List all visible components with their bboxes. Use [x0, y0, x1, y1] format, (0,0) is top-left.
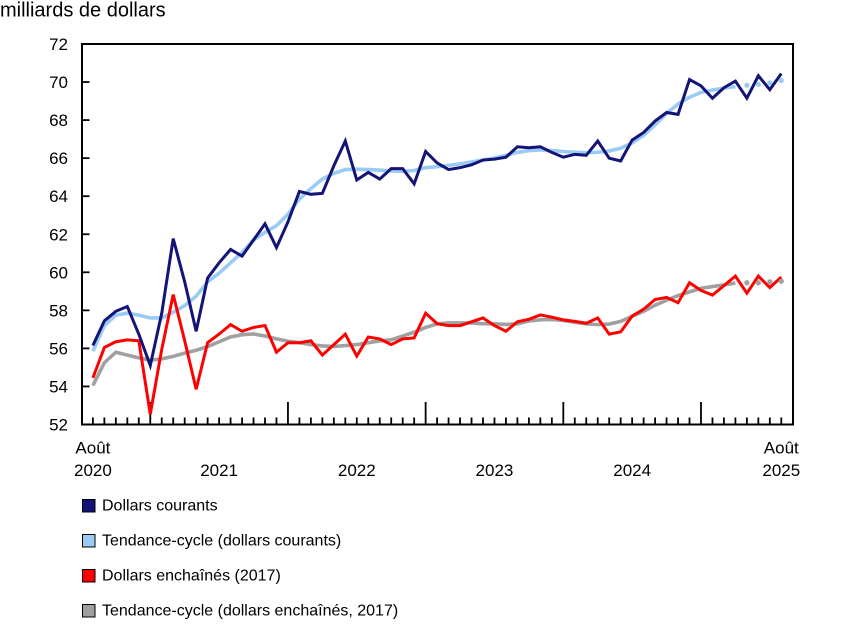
svg-text:Août: Août	[75, 439, 110, 458]
svg-text:72: 72	[49, 35, 68, 54]
svg-text:2025: 2025	[762, 461, 800, 480]
svg-text:2023: 2023	[476, 461, 514, 480]
svg-text:2022: 2022	[338, 461, 376, 480]
svg-text:Dollars enchaînés (2017): Dollars enchaînés (2017)	[102, 568, 281, 585]
svg-text:68: 68	[49, 111, 68, 130]
svg-text:52: 52	[49, 416, 68, 435]
svg-text:54: 54	[49, 377, 68, 396]
svg-text:66: 66	[49, 149, 68, 168]
svg-text:Août: Août	[764, 439, 799, 458]
svg-text:milliards de dollars: milliards de dollars	[0, 0, 166, 22]
svg-text:Dollars courants: Dollars courants	[102, 498, 218, 515]
svg-text:2020: 2020	[74, 461, 112, 480]
svg-text:58: 58	[49, 301, 68, 320]
svg-text:60: 60	[49, 263, 68, 282]
svg-text:62: 62	[49, 225, 68, 244]
svg-text:64: 64	[49, 187, 68, 206]
svg-text:70: 70	[49, 73, 68, 92]
svg-text:56: 56	[49, 339, 68, 358]
svg-text:Tendance-cycle (dollars couran: Tendance-cycle (dollars courants)	[102, 533, 341, 550]
svg-text:Tendance-cycle (dollars enchaî: Tendance-cycle (dollars enchaînés, 2017)	[102, 603, 398, 620]
svg-text:2024: 2024	[613, 461, 651, 480]
svg-text:2021: 2021	[200, 461, 238, 480]
